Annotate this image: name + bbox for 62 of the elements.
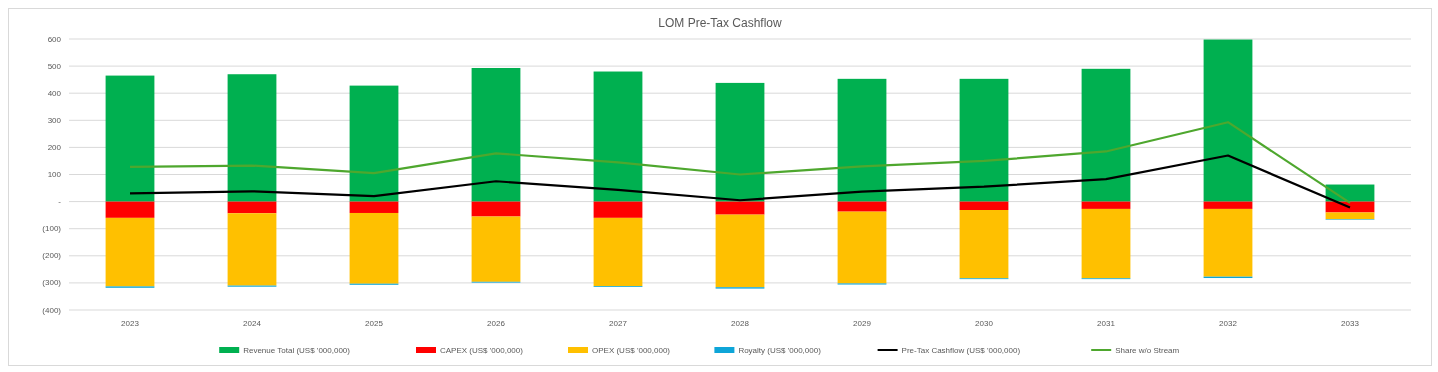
bar — [1203, 201, 1253, 209]
x-tick-label: 2032 — [1219, 319, 1238, 328]
bar — [105, 217, 155, 287]
bar — [593, 217, 643, 287]
y-tick-label: (400) — [42, 305, 62, 315]
y-tick-label: (300) — [42, 278, 62, 288]
legend-label: Share w/o Stream — [1115, 346, 1180, 355]
bar — [227, 201, 277, 214]
x-tick-label: 2024 — [243, 319, 262, 328]
bar — [837, 211, 887, 284]
bar — [593, 71, 643, 202]
y-tick-label: 300 — [47, 115, 62, 125]
legend-label: Pre-Tax Cashflow (US$ '000,000) — [901, 346, 1021, 355]
x-tick-label: 2031 — [1097, 319, 1116, 328]
legend-label: Revenue Total (US$ '000,000) — [243, 346, 351, 355]
x-tick-label: 2028 — [731, 319, 750, 328]
bar — [471, 216, 521, 282]
legend-label: OPEX (US$ '000,000) — [592, 346, 671, 355]
bar — [1203, 208, 1253, 277]
bar — [349, 201, 399, 213]
y-tick-label: (100) — [42, 224, 62, 234]
bar — [959, 201, 1009, 210]
bar — [227, 74, 277, 202]
x-tick-label: 2023 — [121, 319, 140, 328]
x-tick-label: 2027 — [609, 319, 628, 328]
y-tick-label: 100 — [47, 170, 62, 180]
x-tick-label: 2033 — [1341, 319, 1360, 328]
bar — [1325, 212, 1375, 220]
x-tick-label: 2029 — [853, 319, 872, 328]
bar — [105, 201, 155, 218]
bar — [471, 201, 521, 217]
bar — [1081, 208, 1131, 279]
bar — [349, 85, 399, 202]
bar — [715, 201, 765, 215]
y-tick-label: 400 — [47, 88, 62, 98]
bar — [715, 82, 765, 202]
bar — [837, 201, 887, 212]
bar — [959, 78, 1009, 202]
x-tick-label: 2030 — [975, 319, 994, 328]
y-tick-label: - — [58, 197, 62, 207]
y-tick-label: 500 — [47, 61, 62, 71]
bar — [105, 75, 155, 202]
x-tick-label: 2025 — [365, 319, 384, 328]
legend-label: CAPEX (US$ '000,000) — [440, 346, 524, 355]
bar — [1203, 39, 1253, 202]
bar — [1081, 201, 1131, 209]
chart-title: LOM Pre-Tax Cashflow — [658, 16, 783, 30]
y-tick-label: 600 — [47, 34, 62, 44]
bar — [1081, 68, 1131, 202]
line-series — [128, 121, 1352, 205]
y-tick-label: 200 — [47, 142, 62, 152]
bar — [471, 68, 521, 202]
bar — [349, 212, 399, 284]
legend-label: Royalty (US$ '000,000) — [738, 346, 822, 355]
y-tick-label: (200) — [42, 251, 62, 261]
line-series — [128, 154, 1352, 209]
bar — [593, 201, 643, 218]
bar — [959, 210, 1009, 279]
bar — [227, 213, 277, 286]
bar — [715, 214, 765, 288]
x-tick-label: 2026 — [487, 319, 506, 328]
bar — [837, 78, 887, 202]
